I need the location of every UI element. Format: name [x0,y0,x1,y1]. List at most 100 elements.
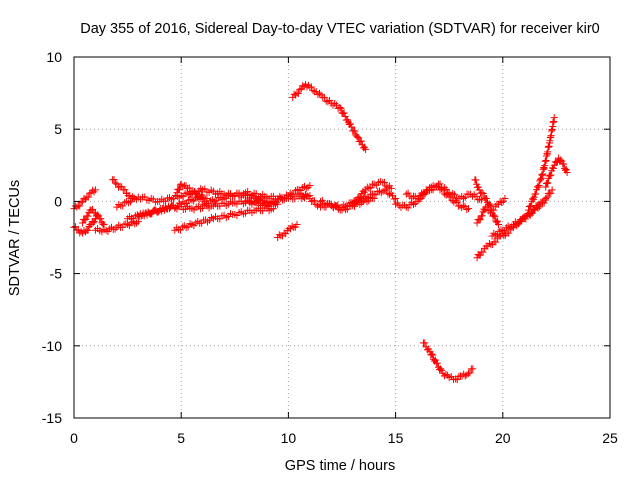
data-point [511,218,519,226]
data-point [185,184,193,192]
data-point [439,186,447,194]
data-point [363,194,371,202]
y-tick-label: -5 [50,266,63,282]
series-arc-03 [79,205,108,229]
data-point [537,175,545,183]
data-point [409,200,417,208]
data-point [505,229,513,237]
data-point [494,217,502,225]
chart-title: Day 355 of 2016, Sidereal Day-to-day VTE… [80,21,600,37]
data-point [461,193,469,201]
data-point [402,203,410,211]
data-point [429,351,437,359]
data-point [318,196,326,204]
data-point [122,220,130,228]
data-point [354,133,362,141]
data-point [296,86,304,94]
data-point [110,175,118,183]
data-point [73,226,81,234]
data-point [542,183,550,191]
data-point [304,183,312,191]
data-point [347,120,355,128]
data-point [479,190,487,198]
series-arc-14 [289,80,370,153]
data-point [560,160,568,168]
data-point [527,202,535,210]
series-arc-17 [349,178,395,208]
data-point [451,191,459,199]
data-point [526,203,534,211]
data-point [84,212,92,220]
data-point [173,189,181,197]
data-point [440,372,448,380]
data-point [478,212,486,220]
data-point [483,203,491,211]
data-point [179,198,187,206]
data-point [81,216,89,224]
grid-lines [74,57,610,418]
data-point [531,206,539,214]
series-arc-19 [402,182,472,214]
data-point [367,184,375,192]
data-point [362,145,370,153]
data-point [540,199,548,207]
data-point [552,158,560,166]
data-point [504,222,512,230]
data-point [322,201,330,209]
x-tick-label: 5 [177,430,185,446]
x-tick-label: 15 [388,430,404,446]
data-point [447,193,455,201]
data-point [118,223,126,231]
data-point [442,370,450,378]
data-point [459,194,467,202]
data-point [297,189,305,197]
data-point [522,215,530,223]
y-tick-label: 0 [54,193,62,209]
x-tick-labels: 0 5 10 15 20 25 [70,430,618,446]
data-point [472,192,480,200]
data-point [478,189,486,197]
data-point [526,211,534,219]
data-point [84,193,92,201]
data-point [307,83,315,91]
data-point [77,198,85,206]
data-point [534,183,542,191]
data-point [402,190,410,198]
y-tick-label: -15 [42,410,62,426]
data-point [421,339,429,347]
data-point [501,195,509,203]
series-arc-21 [471,176,509,214]
data-point [269,205,277,213]
data-point [71,223,79,231]
data-point [433,359,441,367]
data-point [463,206,471,214]
data-point [562,165,570,173]
data-point [317,197,325,205]
data-point [438,185,446,193]
data-point [486,202,494,210]
data-point [89,205,97,213]
data-point [111,179,119,187]
data-point [483,195,491,203]
y-axis-title: SDTVAR / TECUs [7,180,23,296]
data-point [73,203,81,211]
data-point [479,248,487,256]
data-point [302,184,310,192]
data-point [464,205,472,213]
data-point [404,189,412,197]
data-point [501,227,509,235]
data-point [392,200,400,208]
x-tick-label: 20 [495,430,511,446]
data-point [534,204,542,212]
data-point [547,171,555,179]
data-point [530,193,538,201]
series-arc-13 [274,221,301,241]
data-point [485,239,493,247]
y-tick-label: 5 [54,121,62,137]
data-point [125,222,133,230]
y-tick-labels: -15 -10 -5 0 5 10 [42,49,62,426]
data-point [310,197,318,205]
data-point [384,183,392,191]
data-point [97,215,105,223]
data-point [385,190,393,198]
